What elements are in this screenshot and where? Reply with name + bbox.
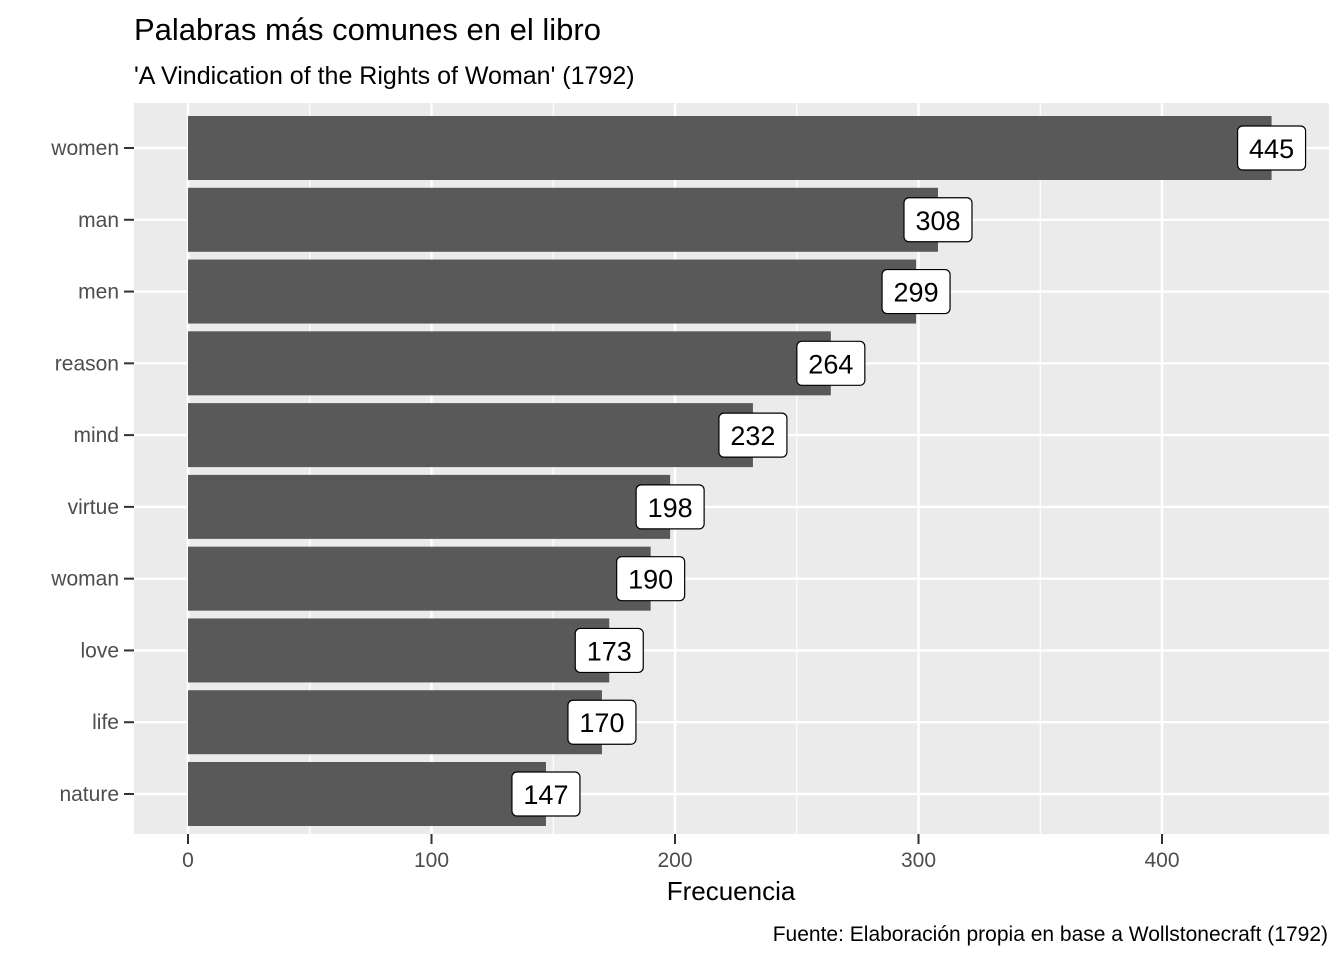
- data-label-men: 299: [894, 278, 939, 308]
- data-label-group: 198: [635, 484, 705, 530]
- x-tick-label: 300: [901, 849, 936, 872]
- bar-men: [188, 259, 917, 324]
- y-tick-label-life: life: [92, 711, 119, 734]
- data-label-woman: 190: [628, 565, 673, 595]
- bar-man: [188, 187, 938, 252]
- data-label-women: 445: [1249, 134, 1294, 164]
- data-label-nature: 147: [523, 780, 568, 810]
- y-tick-label-men: men: [78, 281, 119, 304]
- chart-caption: Fuente: Elaboración propia en base a Wol…: [773, 923, 1328, 946]
- data-label-group: 190: [616, 556, 686, 602]
- y-tick-label-man: man: [78, 209, 119, 232]
- data-label-group: 147: [511, 771, 581, 817]
- data-label-group: 232: [718, 412, 788, 458]
- bars: [188, 116, 1272, 826]
- bar-mind: [188, 403, 753, 468]
- data-label-box: [574, 627, 644, 674]
- data-label-box: [616, 556, 686, 602]
- data-label-group: 445: [1236, 125, 1307, 171]
- data-label-life: 170: [579, 708, 624, 738]
- data-label-box: [881, 268, 951, 315]
- data-label-reason: 264: [808, 349, 853, 379]
- x-tick-label: 0: [182, 849, 194, 872]
- data-label-man: 308: [915, 206, 960, 236]
- data-label-love: 173: [587, 636, 632, 666]
- bar-woman: [188, 546, 651, 611]
- data-label-box: [903, 197, 973, 243]
- y-tick-label-reason: reason: [55, 352, 119, 375]
- data-label-group: 264: [796, 340, 866, 386]
- data-label-box: [635, 484, 705, 530]
- data-label-group: 170: [567, 699, 637, 745]
- data-label-box: [796, 340, 866, 386]
- y-axis: women man men reason mind virtue woman love life…: [50, 137, 134, 806]
- bar-women: [188, 116, 1272, 180]
- data-label-box: [567, 699, 637, 745]
- data-label-group: 299: [881, 268, 951, 315]
- y-tick-label-virtue: virtue: [68, 496, 119, 519]
- data-label-group: 308: [903, 197, 973, 243]
- chart-subtitle: 'A Vindication of the Rights of Woman' (…: [134, 62, 635, 90]
- data-label-group: 173: [574, 627, 644, 674]
- data-label-box: [718, 412, 788, 458]
- y-tick-label-woman: woman: [50, 568, 119, 591]
- data-label-box: [1236, 125, 1307, 171]
- data-label-mind: 232: [730, 421, 775, 451]
- bar-life: [188, 690, 602, 755]
- chart-title: Palabras más comunes en el libro: [134, 12, 601, 47]
- x-axis-title: Frecuencia: [667, 876, 796, 906]
- bar-virtue: [188, 474, 671, 539]
- bar-nature: [188, 762, 546, 826]
- data-label-virtue: 198: [648, 493, 693, 523]
- bar-reason: [188, 331, 831, 396]
- data-label-box: [511, 771, 581, 817]
- x-tick-label: 100: [414, 849, 449, 872]
- data-labels: 445 308 299 264 232 198 190 173 170 147: [511, 125, 1307, 817]
- x-axis: 0 100 200 300 400: [182, 834, 1180, 872]
- bar-love: [188, 618, 610, 683]
- y-tick-label-nature: nature: [59, 783, 119, 806]
- y-tick-label-mind: mind: [73, 424, 119, 447]
- x-tick-label: 400: [1144, 849, 1179, 872]
- y-tick-label-women: women: [50, 137, 119, 160]
- x-tick-label: 200: [657, 849, 692, 872]
- y-tick-label-love: love: [80, 639, 119, 662]
